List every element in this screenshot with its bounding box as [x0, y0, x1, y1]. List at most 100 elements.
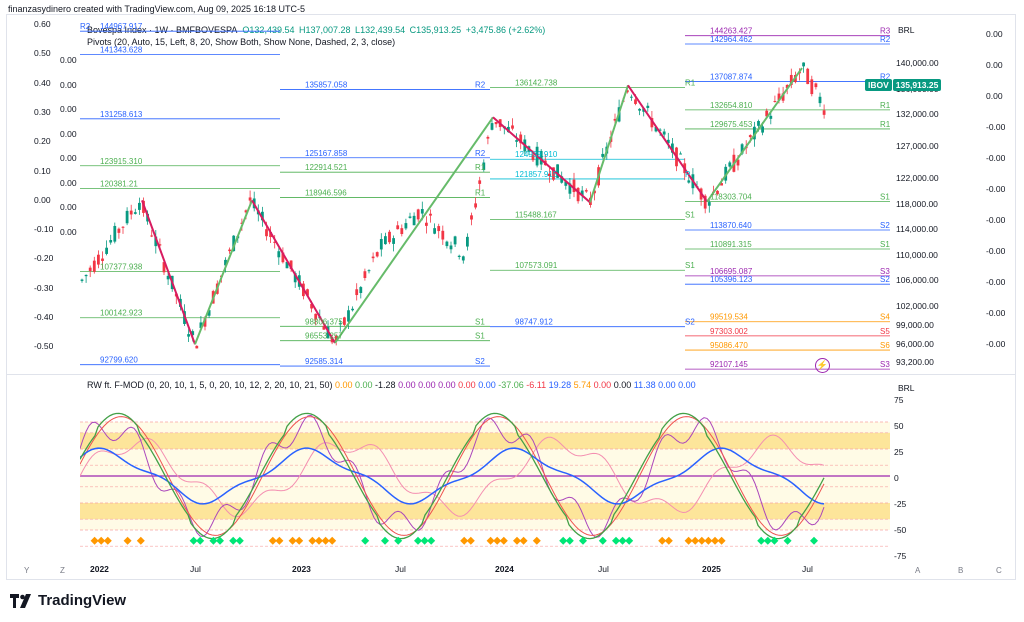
- candle-body: [810, 79, 814, 95]
- candle-body: [789, 74, 793, 85]
- signal-diamond: [499, 536, 508, 545]
- candle-body: [466, 236, 469, 247]
- candle-body: [646, 105, 650, 108]
- price-chart[interactable]: 144967.917 R2 141343.628 135857.058 R2 136142…: [80, 15, 890, 373]
- outer-tick: -0.00: [986, 308, 1006, 318]
- candle-body: [80, 279, 84, 281]
- candle-body: [314, 313, 318, 320]
- candle-body: [224, 259, 227, 266]
- candle-body: [560, 176, 564, 183]
- candle-body: [572, 179, 576, 193]
- pivot-tag: S2: [880, 275, 890, 284]
- candle-body: [289, 260, 293, 270]
- signal-diamond: [235, 536, 244, 545]
- btn-z[interactable]: Z: [60, 566, 65, 575]
- pivot-tag: S3: [880, 267, 890, 276]
- left-tick: 0.00: [34, 194, 51, 205]
- tradingview-logo[interactable]: TradingView: [10, 592, 126, 609]
- rw-legend[interactable]: RW ft. F-MOD (0, 20, 10, 1, 5, 0, 20, 10…: [87, 380, 696, 390]
- pivot-value: 137087.874: [710, 73, 753, 82]
- time-tick: Jul: [598, 564, 609, 574]
- rw-value: 19.28: [546, 380, 572, 390]
- candle-body: [666, 139, 670, 144]
- candle-body: [433, 228, 436, 234]
- btn-a[interactable]: A: [915, 566, 921, 575]
- outer-tick: -0.00: [986, 122, 1006, 132]
- candle-body: [195, 345, 199, 349]
- candle-body: [293, 273, 297, 283]
- pivot-value: 135857.058: [305, 80, 348, 89]
- candle-body: [334, 335, 338, 341]
- signal-diamond: [565, 536, 574, 545]
- candle-body: [416, 209, 420, 220]
- price-tick: 96,000.00: [896, 339, 934, 350]
- candle-body: [105, 247, 108, 254]
- signal-diamond: [559, 536, 568, 545]
- rw-value: -1.28: [372, 380, 396, 390]
- candle-body: [490, 123, 494, 130]
- candle-body: [593, 190, 596, 194]
- pivot-value: 129675.453: [710, 120, 753, 129]
- oscillator-chart[interactable]: [80, 392, 890, 560]
- price-axis[interactable]: 140,000.00136,000.00132,000.00127,000.00…: [890, 15, 950, 373]
- pane-separator[interactable]: [7, 374, 1015, 375]
- pivot-tag: R3: [880, 27, 890, 36]
- pivots-legend[interactable]: Pivots (20, Auto, 15, Left, 8, 20, Show …: [87, 37, 396, 47]
- symbol-title: Bovespa Index · 1W · BMFBOVESPA: [87, 25, 237, 35]
- candle-body: [129, 210, 133, 215]
- price-tick: 106,000.00: [896, 275, 939, 286]
- pivot-value: 118946.596: [305, 189, 347, 198]
- candle-body: [781, 93, 785, 101]
- pivot-value: 100142.923: [100, 309, 143, 318]
- ohlc-change: +3,475.86 (+2.62%): [465, 25, 546, 35]
- signal-diamond: [697, 536, 706, 545]
- time-axis[interactable]: 2022 Jul 2023 Jul 2024 Jul 2025 Jul: [80, 564, 890, 576]
- ohlc-low-label: L: [355, 25, 361, 35]
- pivot-value: 132654.810: [710, 101, 753, 110]
- candle-body: [494, 121, 498, 125]
- btn-y[interactable]: Y: [24, 566, 30, 575]
- pivot-tag: R1: [880, 101, 890, 110]
- price-tick: 99,000.00: [896, 320, 934, 331]
- last-price-tag: IBOV 135,913.25: [865, 79, 942, 91]
- pivot-value: 95086.470: [710, 341, 748, 350]
- candle-body: [457, 255, 461, 257]
- candle-body: [802, 62, 805, 67]
- btn-b[interactable]: B: [958, 566, 964, 575]
- pivot-tag: R2: [475, 149, 486, 158]
- signal-diamond: [579, 536, 587, 545]
- pivot-tag: P: [685, 170, 690, 179]
- ohlc-open-label: O: [242, 25, 250, 35]
- pivot-tag: S3: [880, 360, 890, 369]
- symbol-legend[interactable]: Bovespa Index · 1W · BMFBOVESPA O132,439…: [87, 25, 545, 35]
- candle-body: [769, 115, 773, 119]
- candle-body: [367, 270, 371, 272]
- candle-body: [453, 236, 457, 245]
- signal-diamond: [810, 536, 818, 545]
- candle-body: [548, 173, 551, 177]
- alert-icon[interactable]: ⚡: [815, 358, 830, 373]
- candle-body: [199, 322, 203, 329]
- signal-diamond: [361, 536, 370, 545]
- rw-value: 0.00: [352, 380, 373, 390]
- signal-diamond: [295, 536, 304, 545]
- zigzag-segment: [492, 116, 591, 204]
- pivot-tag: S2: [880, 221, 890, 230]
- candle-body: [703, 195, 707, 209]
- sub-axis: 75 50 25 0 -25 -50 -75: [890, 392, 930, 561]
- price-tick: 127,000.00: [896, 141, 939, 152]
- signal-diamond: [757, 536, 766, 545]
- candle-body: [716, 190, 719, 195]
- candle-body: [101, 258, 104, 261]
- candle-body: [97, 254, 100, 265]
- signal-diamond: [783, 536, 792, 545]
- btn-c[interactable]: C: [996, 566, 1002, 575]
- pivot-tag: S2: [685, 318, 695, 327]
- outer-tick: 0.00: [986, 29, 1003, 39]
- pivot-value: 122914.521: [305, 163, 348, 172]
- candle-body: [92, 260, 96, 272]
- candle-body: [720, 183, 723, 186]
- candle-body: [388, 231, 391, 243]
- candle-body: [396, 225, 400, 230]
- pivot-tag: R1: [475, 189, 486, 198]
